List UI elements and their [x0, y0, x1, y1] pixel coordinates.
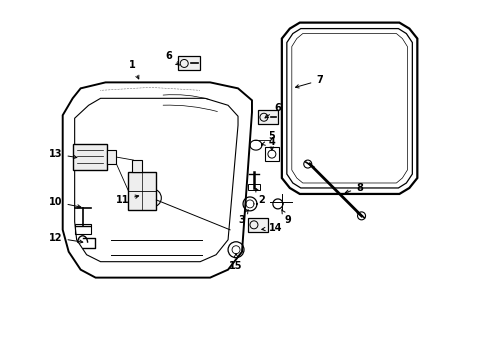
Text: 9: 9	[281, 210, 291, 225]
Text: 8: 8	[345, 183, 362, 193]
Text: 6: 6	[164, 51, 179, 65]
FancyBboxPatch shape	[106, 150, 116, 164]
FancyBboxPatch shape	[128, 172, 156, 210]
Text: 1: 1	[129, 60, 139, 79]
FancyBboxPatch shape	[247, 218, 267, 232]
FancyBboxPatch shape	[132, 160, 142, 172]
Text: 7: 7	[295, 75, 323, 88]
Text: 3: 3	[238, 210, 248, 225]
FancyBboxPatch shape	[178, 57, 200, 71]
FancyBboxPatch shape	[258, 110, 277, 124]
FancyBboxPatch shape	[73, 144, 106, 170]
Text: 14: 14	[261, 223, 282, 233]
Text: 12: 12	[49, 233, 82, 243]
Text: 11: 11	[116, 195, 139, 205]
Text: 2: 2	[255, 188, 265, 205]
Text: 6: 6	[264, 103, 281, 118]
Text: 15: 15	[229, 253, 242, 271]
Text: 10: 10	[49, 197, 81, 208]
Text: 5: 5	[268, 131, 275, 150]
Text: 4: 4	[261, 137, 275, 147]
Text: 13: 13	[49, 149, 77, 159]
